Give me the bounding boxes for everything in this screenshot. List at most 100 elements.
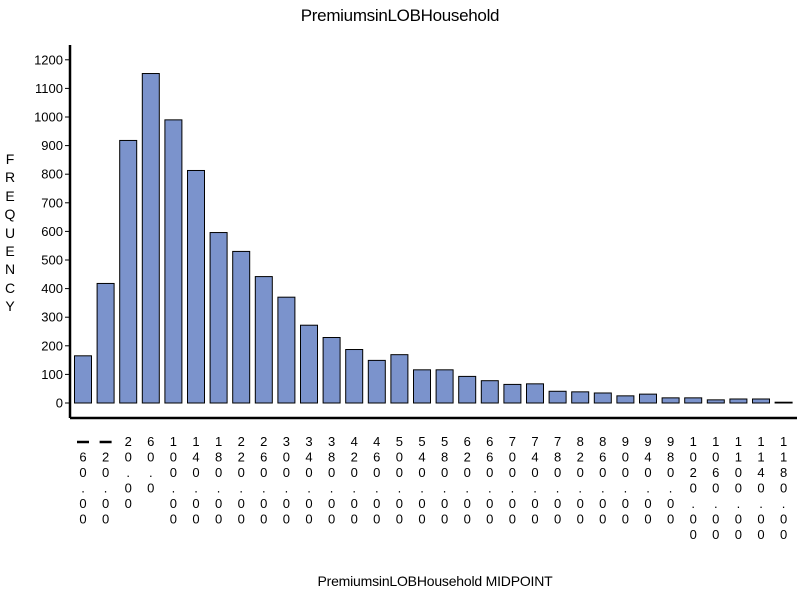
x-tick-label: 20.00 — [99, 440, 112, 527]
y-tick-label: 0 — [56, 396, 63, 411]
svg-text:4: 4 — [305, 450, 312, 465]
svg-text:9: 9 — [622, 434, 629, 449]
svg-text:.: . — [578, 481, 582, 496]
svg-text:0: 0 — [396, 465, 403, 480]
svg-text:2: 2 — [238, 450, 245, 465]
svg-text:0: 0 — [757, 512, 764, 527]
svg-text:2: 2 — [125, 434, 132, 449]
svg-text:0: 0 — [712, 450, 719, 465]
bar — [390, 354, 409, 404]
svg-text:.: . — [285, 481, 289, 496]
bar — [480, 380, 499, 404]
svg-text:0: 0 — [599, 465, 606, 480]
svg-text:0: 0 — [622, 512, 629, 527]
svg-text:0: 0 — [418, 465, 425, 480]
svg-text:.: . — [737, 496, 741, 511]
svg-text:0: 0 — [486, 465, 493, 480]
svg-text:0: 0 — [192, 496, 199, 511]
x-tick-label: 220.00 — [238, 434, 245, 527]
x-tick-label: 1100.00 — [735, 434, 742, 542]
bar — [141, 73, 160, 404]
svg-text:0: 0 — [735, 512, 742, 527]
x-tick-label: 460.00 — [373, 434, 380, 527]
svg-text:0: 0 — [531, 465, 538, 480]
y-tick-label: 500 — [41, 253, 63, 268]
svg-text:0: 0 — [283, 450, 290, 465]
bar — [774, 401, 793, 404]
svg-text:0: 0 — [486, 496, 493, 511]
svg-text:0: 0 — [690, 527, 697, 542]
svg-text:3: 3 — [283, 434, 290, 449]
svg-text:0: 0 — [396, 512, 403, 527]
svg-text:9: 9 — [667, 434, 674, 449]
svg-text:0: 0 — [305, 496, 312, 511]
svg-text:8: 8 — [328, 450, 335, 465]
bar — [187, 169, 205, 404]
x-tick-label: 180.00 — [215, 434, 222, 527]
svg-text:8: 8 — [667, 450, 674, 465]
svg-text:0: 0 — [780, 527, 787, 542]
svg-text:0: 0 — [373, 496, 380, 511]
bar — [232, 250, 251, 404]
x-tick-label: 900.00 — [622, 434, 629, 527]
x-tick-label: 140.00 — [192, 434, 199, 527]
x-tick-label: 820.00 — [577, 434, 584, 527]
svg-text:0: 0 — [305, 512, 312, 527]
svg-text:5: 5 — [418, 434, 425, 449]
svg-text:0: 0 — [170, 450, 177, 465]
svg-text:1: 1 — [170, 434, 177, 449]
y-tick-label: 200 — [41, 338, 63, 353]
svg-text:0: 0 — [577, 496, 584, 511]
svg-text:0: 0 — [192, 512, 199, 527]
svg-text:0: 0 — [622, 465, 629, 480]
svg-text:.: . — [352, 481, 356, 496]
svg-text:0: 0 — [509, 465, 516, 480]
svg-text:.: . — [149, 465, 153, 480]
bar — [661, 397, 680, 404]
svg-text:0: 0 — [464, 512, 471, 527]
svg-text:1: 1 — [215, 434, 222, 449]
svg-text:5: 5 — [441, 434, 448, 449]
svg-text:0: 0 — [712, 527, 719, 542]
svg-text:7: 7 — [509, 434, 516, 449]
svg-text:0: 0 — [125, 481, 132, 496]
svg-text:2: 2 — [351, 450, 358, 465]
x-tick-label: 380.00 — [328, 434, 335, 527]
svg-text:2: 2 — [464, 450, 471, 465]
svg-text:.: . — [194, 481, 198, 496]
svg-text:0: 0 — [102, 496, 109, 511]
svg-text:.: . — [104, 481, 108, 496]
svg-text:0: 0 — [644, 465, 651, 480]
x-tick-label: 20.00 — [125, 434, 132, 511]
bar — [164, 119, 183, 404]
x-tick-label: 620.00 — [464, 434, 471, 527]
x-tick-label: 660.00 — [486, 434, 493, 527]
y-tick-label: 600 — [41, 224, 63, 239]
svg-text:.: . — [669, 481, 673, 496]
bar — [616, 395, 635, 404]
svg-text:0: 0 — [170, 512, 177, 527]
bar — [209, 232, 228, 404]
svg-text:2: 2 — [260, 434, 267, 449]
x-tick-label: 540.00 — [418, 434, 425, 527]
svg-text:0: 0 — [690, 512, 697, 527]
x-axis-label: PremiumsinLOBHousehold MIDPOINT — [317, 573, 553, 589]
svg-text:.: . — [172, 481, 176, 496]
bar — [548, 390, 567, 404]
svg-text:0: 0 — [531, 496, 538, 511]
bar — [345, 349, 364, 404]
svg-text:1: 1 — [735, 450, 742, 465]
svg-text:0: 0 — [102, 465, 109, 480]
x-tick-label: 340.00 — [305, 434, 312, 527]
svg-text:0: 0 — [644, 512, 651, 527]
svg-text:0: 0 — [531, 512, 538, 527]
svg-text:8: 8 — [554, 450, 561, 465]
x-tick-label: 60.00 — [77, 440, 89, 527]
svg-text:0: 0 — [170, 465, 177, 480]
svg-text:.: . — [556, 481, 560, 496]
x-tick-label: 420.00 — [351, 434, 358, 527]
svg-text:4: 4 — [757, 465, 764, 480]
x-tick-label: 860.00 — [599, 434, 606, 527]
svg-text:0: 0 — [690, 450, 697, 465]
